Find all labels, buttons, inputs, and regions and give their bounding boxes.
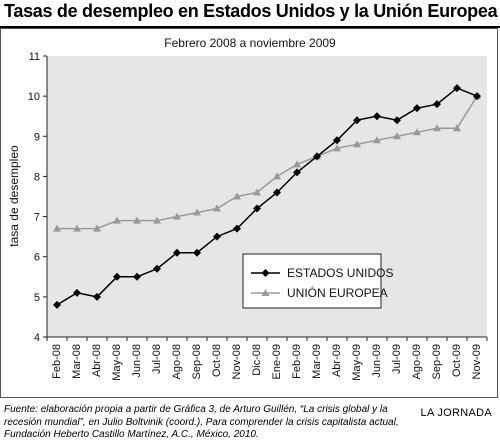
data-point-estados-unidos <box>73 288 81 297</box>
data-point-union-europea <box>273 172 281 180</box>
x-tick-label: Jun-08 <box>131 344 143 378</box>
y-tick-label: 8 <box>34 171 40 183</box>
data-point-estados-unidos <box>393 116 401 125</box>
x-tick-label: Sep-08 <box>191 344 203 379</box>
y-tick-label: 4 <box>34 332 40 344</box>
data-point-estados-unidos <box>313 152 321 161</box>
data-point-estados-unidos <box>273 188 281 197</box>
legend-marker-estados-unidos <box>261 269 270 277</box>
data-point-union-europea <box>133 216 141 224</box>
data-point-union-europea <box>433 124 441 132</box>
data-point-union-europea <box>333 144 341 152</box>
x-tick-label: Oct-09 <box>451 344 463 377</box>
data-point-union-europea <box>173 212 181 220</box>
x-tick-label: Feb-09 <box>291 344 303 379</box>
y-tick-label: 11 <box>29 51 40 63</box>
y-tick-label: 5 <box>34 292 40 304</box>
x-tick-label: Nov-09 <box>471 344 483 379</box>
data-point-estados-unidos <box>253 204 261 213</box>
data-point-estados-unidos <box>153 264 161 273</box>
data-point-estados-unidos <box>213 232 221 241</box>
legend-marker-union-europea <box>261 289 270 296</box>
y-axis-label: tasa de desempleo <box>7 145 21 247</box>
x-tick-label: Mar-08 <box>71 344 83 379</box>
y-tick-label: 10 <box>28 91 40 103</box>
data-point-estados-unidos <box>353 116 361 125</box>
x-tick-label: Oct-08 <box>211 344 223 377</box>
x-tick-label: Sep-09 <box>431 344 443 379</box>
x-tick-label: Ago-08 <box>171 344 183 379</box>
data-point-estados-unidos <box>453 84 461 93</box>
data-point-estados-unidos <box>333 136 341 145</box>
data-point-union-europea <box>353 140 361 148</box>
data-point-estados-unidos <box>193 248 201 257</box>
x-tick-label: Abr-08 <box>91 344 103 377</box>
y-tick-label: 9 <box>34 131 40 143</box>
legend-box <box>242 253 382 309</box>
data-point-union-europea <box>73 224 81 232</box>
data-point-union-europea <box>453 124 461 132</box>
y-tick-label: 7 <box>34 212 40 224</box>
chart-subtitle: Febrero 2008 a noviembre 2009 <box>164 36 336 50</box>
credit: LA JORNADA <box>420 407 492 419</box>
data-point-estados-unidos <box>473 92 481 101</box>
data-point-estados-unidos <box>293 168 301 177</box>
data-point-estados-unidos <box>113 272 121 281</box>
data-point-union-europea <box>153 216 161 224</box>
data-point-estados-unidos <box>413 104 421 113</box>
page-title: Tasas de desempleo en Estados Unidos y l… <box>4 1 498 21</box>
data-point-union-europea <box>53 224 61 232</box>
data-point-union-europea <box>193 208 201 216</box>
data-point-estados-unidos <box>433 100 441 109</box>
source-note: Fuente: elaboración propia a partir de G… <box>4 404 399 440</box>
x-tick-label: Feb-08 <box>51 344 63 379</box>
data-point-estados-unidos <box>373 112 381 121</box>
x-tick-label: Abr-09 <box>331 344 343 377</box>
data-point-estados-unidos <box>133 272 141 281</box>
data-point-estados-unidos <box>93 292 101 301</box>
data-point-union-europea <box>293 160 301 168</box>
x-tick-label: Ene-09 <box>271 344 283 379</box>
data-point-union-europea <box>373 136 381 144</box>
x-tick-label: Dic-08 <box>251 344 263 376</box>
data-point-estados-unidos <box>53 300 61 309</box>
data-point-union-europea <box>233 192 241 200</box>
x-tick-label: Mar-09 <box>311 344 323 379</box>
data-point-union-europea <box>93 224 101 232</box>
data-point-union-europea <box>413 128 421 136</box>
y-axis: 4 5 6 7 8 9 10 11 <box>28 51 48 344</box>
x-axis: Feb-08 Mar-08 Abr-08 May-08 Jun-08 Jul-08 Ago-… <box>46 336 488 381</box>
x-tick-label: Nov-08 <box>231 344 243 379</box>
data-point-union-europea <box>393 132 401 140</box>
x-tick-label: Jul-09 <box>391 344 403 374</box>
data-point-union-europea <box>113 216 121 224</box>
x-tick-label: May-08 <box>111 344 123 381</box>
legend: ESTADOS UNIDOS UNIÓN EUROPEA <box>242 253 393 309</box>
series-line-union-europea <box>57 95 478 230</box>
chart: Febrero 2008 a noviembre 2009 4 5 6 7 8 9 10 11… <box>7 36 488 381</box>
x-tick-label: Ago-09 <box>411 344 423 379</box>
data-point-estados-unidos <box>173 248 181 257</box>
data-point-estados-unidos <box>233 224 241 233</box>
legend-label-union-europea: UNIÓN EUROPEA <box>287 285 388 300</box>
x-tick-label: Jun-09 <box>371 344 383 378</box>
legend-label-estados-unidos: ESTADOS UNIDOS <box>287 266 393 280</box>
x-tick-label: May-09 <box>351 344 363 381</box>
x-tick-label: Jul-08 <box>151 344 163 374</box>
y-tick-label: 6 <box>34 252 40 264</box>
title-rule <box>0 26 500 28</box>
series-layer <box>53 84 481 309</box>
data-point-union-europea <box>253 188 261 196</box>
data-point-union-europea <box>213 204 221 212</box>
series-line-estados-unidos <box>56 87 478 306</box>
